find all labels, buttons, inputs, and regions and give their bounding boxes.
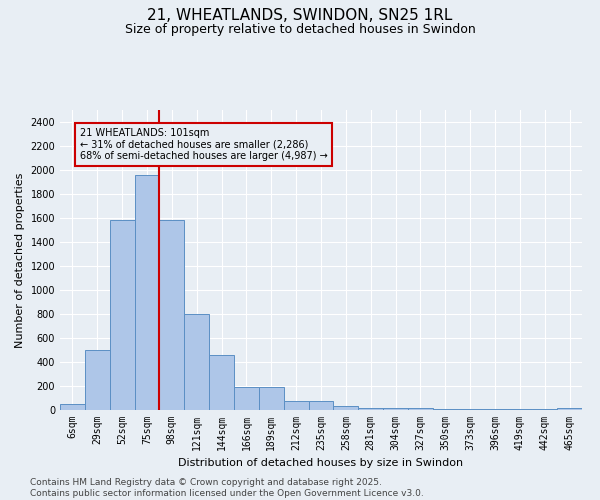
Bar xyxy=(134,175,160,410)
Bar xyxy=(408,408,433,410)
Text: Contains HM Land Registry data © Crown copyright and database right 2025.
Contai: Contains HM Land Registry data © Crown c… xyxy=(30,478,424,498)
Bar xyxy=(358,408,383,410)
Bar xyxy=(557,408,582,410)
Bar xyxy=(458,409,482,410)
Text: 21 WHEATLANDS: 101sqm
← 31% of detached houses are smaller (2,286)
68% of semi-d: 21 WHEATLANDS: 101sqm ← 31% of detached … xyxy=(80,128,328,161)
Bar xyxy=(284,401,308,410)
Bar xyxy=(383,408,408,410)
Text: 21, WHEATLANDS, SWINDON, SN25 1RL: 21, WHEATLANDS, SWINDON, SN25 1RL xyxy=(148,8,452,22)
Bar xyxy=(234,386,259,410)
Text: Size of property relative to detached houses in Swindon: Size of property relative to detached ho… xyxy=(125,22,475,36)
Bar xyxy=(433,409,458,410)
Bar xyxy=(110,220,134,410)
Bar xyxy=(184,314,209,410)
Bar xyxy=(85,350,110,410)
Y-axis label: Number of detached properties: Number of detached properties xyxy=(15,172,25,348)
Bar xyxy=(160,220,184,410)
X-axis label: Distribution of detached houses by size in Swindon: Distribution of detached houses by size … xyxy=(178,458,464,468)
Bar xyxy=(209,355,234,410)
Bar xyxy=(308,401,334,410)
Bar xyxy=(259,386,284,410)
Bar xyxy=(60,404,85,410)
Bar xyxy=(334,406,358,410)
